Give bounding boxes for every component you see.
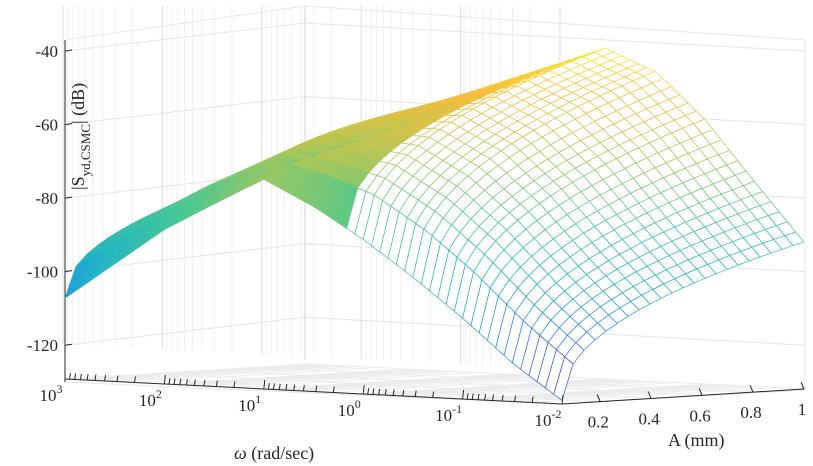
x-minor-tick	[272, 383, 275, 390]
z-tick-mark	[64, 196, 73, 199]
x-minor-tick	[163, 374, 166, 385]
z-axis-label: |Syd,CSMC| (dB)	[68, 83, 93, 190]
grid-line	[64, 22, 306, 52]
x-minor-tick	[74, 373, 77, 380]
x-minor-tick	[185, 379, 188, 386]
x-minor-tick	[179, 378, 182, 385]
surface-mesh	[64, 47, 805, 401]
x-minor-tick	[173, 378, 176, 385]
z-tick-mark	[64, 123, 73, 126]
x-minor-tick	[484, 394, 487, 401]
x-minor-tick	[362, 384, 365, 395]
x-minor-tick	[193, 379, 196, 386]
y-tick-label: 1	[798, 400, 807, 419]
x-minor-tick	[293, 384, 296, 391]
grid-line	[64, 96, 306, 126]
x-minor-tick	[531, 396, 534, 403]
x-minor-tick	[267, 383, 270, 390]
x-minor-tick	[285, 384, 288, 391]
y-tick-mark	[800, 381, 805, 390]
x-minor-tick	[278, 383, 281, 390]
y-tick-mark	[698, 388, 703, 396]
x-minor-tick	[233, 381, 236, 388]
floor-grid-line	[256, 366, 754, 393]
grid-line	[304, 22, 806, 52]
x-axis-label: ω (rad/sec)	[234, 443, 314, 464]
x-minor-tick	[466, 393, 469, 400]
x-minor-tick	[471, 393, 474, 400]
floor-grid-line	[64, 363, 308, 380]
x-minor-tick	[477, 393, 480, 400]
x-minor-tick	[367, 388, 370, 395]
x-minor-tick	[492, 394, 495, 401]
x-minor-tick	[79, 373, 82, 380]
x-minor-tick	[372, 388, 375, 395]
y-tick-label: 0.4	[639, 409, 661, 428]
x-minor-tick	[94, 374, 97, 381]
z-tick-mark	[64, 270, 73, 273]
x-minor-tick	[86, 374, 89, 381]
x-tick-label: 102	[139, 387, 162, 410]
z-tick-mark	[64, 343, 73, 346]
z-tick-label: -80	[35, 189, 58, 208]
x-minor-tick	[378, 388, 381, 395]
y-tick-mark	[596, 394, 601, 402]
x-minor-tick	[561, 394, 564, 405]
floor-grid-line	[103, 376, 601, 403]
x-minor-tick	[104, 374, 107, 382]
y-axis-label: A (mm)	[668, 430, 725, 451]
x-tick-label: 10-1	[435, 402, 462, 425]
x-axis-label-symbol: ω	[234, 443, 247, 463]
y-axis-line	[561, 388, 805, 405]
z-axis-label-unit: | (dB)	[68, 83, 89, 124]
x-minor-tick	[315, 385, 318, 392]
x-minor-tick	[116, 375, 119, 382]
x-minor-tick	[414, 390, 417, 397]
top-edge-left	[64, 5, 306, 41]
x-tick-label: 10-2	[535, 407, 562, 430]
y-tick-mark	[749, 384, 754, 393]
x-minor-tick	[432, 391, 435, 398]
x-minor-tick	[514, 395, 517, 402]
x-minor-tick	[69, 373, 72, 380]
x-minor-tick	[215, 380, 218, 387]
floor-grid-line	[205, 369, 703, 396]
x-minor-tick	[203, 379, 206, 387]
z-tick-label: -100	[27, 263, 58, 282]
z-tick-label: -60	[35, 116, 58, 135]
x-minor-tick	[501, 394, 504, 402]
x-minor-tick	[263, 379, 266, 390]
x-minor-tick	[384, 389, 387, 396]
y-tick-label: 0.6	[689, 406, 710, 425]
tick-labels: -40 -60 -80 -100 -120 103 102 101 100 10-1 10-2 0.2…	[27, 42, 806, 432]
grid-line	[64, 316, 306, 346]
y-tick-mark	[647, 391, 652, 399]
x-minor-tick	[302, 384, 305, 392]
top-edge-right	[304, 5, 806, 41]
x-axis-label-unit: (rad/sec)	[247, 443, 314, 464]
x-minor-tick	[168, 378, 171, 385]
floor-grid-line	[154, 372, 652, 399]
x-minor-tick	[402, 389, 405, 397]
x-minor-tick	[332, 386, 335, 393]
x-tick-label: 100	[338, 397, 361, 420]
x-tick-label: 103	[40, 382, 63, 405]
surface-patch	[64, 260, 85, 299]
z-tick-label: -120	[27, 336, 58, 355]
surface-patch	[553, 356, 574, 401]
x-tick-label: 101	[238, 392, 261, 415]
y-tick-label: 0.8	[740, 403, 761, 422]
x-minor-tick	[462, 389, 465, 400]
y-tick-label: 0.2	[588, 413, 609, 432]
x-minor-tick	[133, 376, 136, 383]
x-minor-tick	[392, 389, 395, 396]
z-axis-label-subscript: yd,CSMC	[78, 124, 93, 176]
z-tick-label: -40	[35, 42, 58, 61]
x-axis-line	[64, 378, 563, 405]
z-tick-mark	[64, 49, 73, 52]
z-axis-label-main: |S	[68, 176, 88, 190]
